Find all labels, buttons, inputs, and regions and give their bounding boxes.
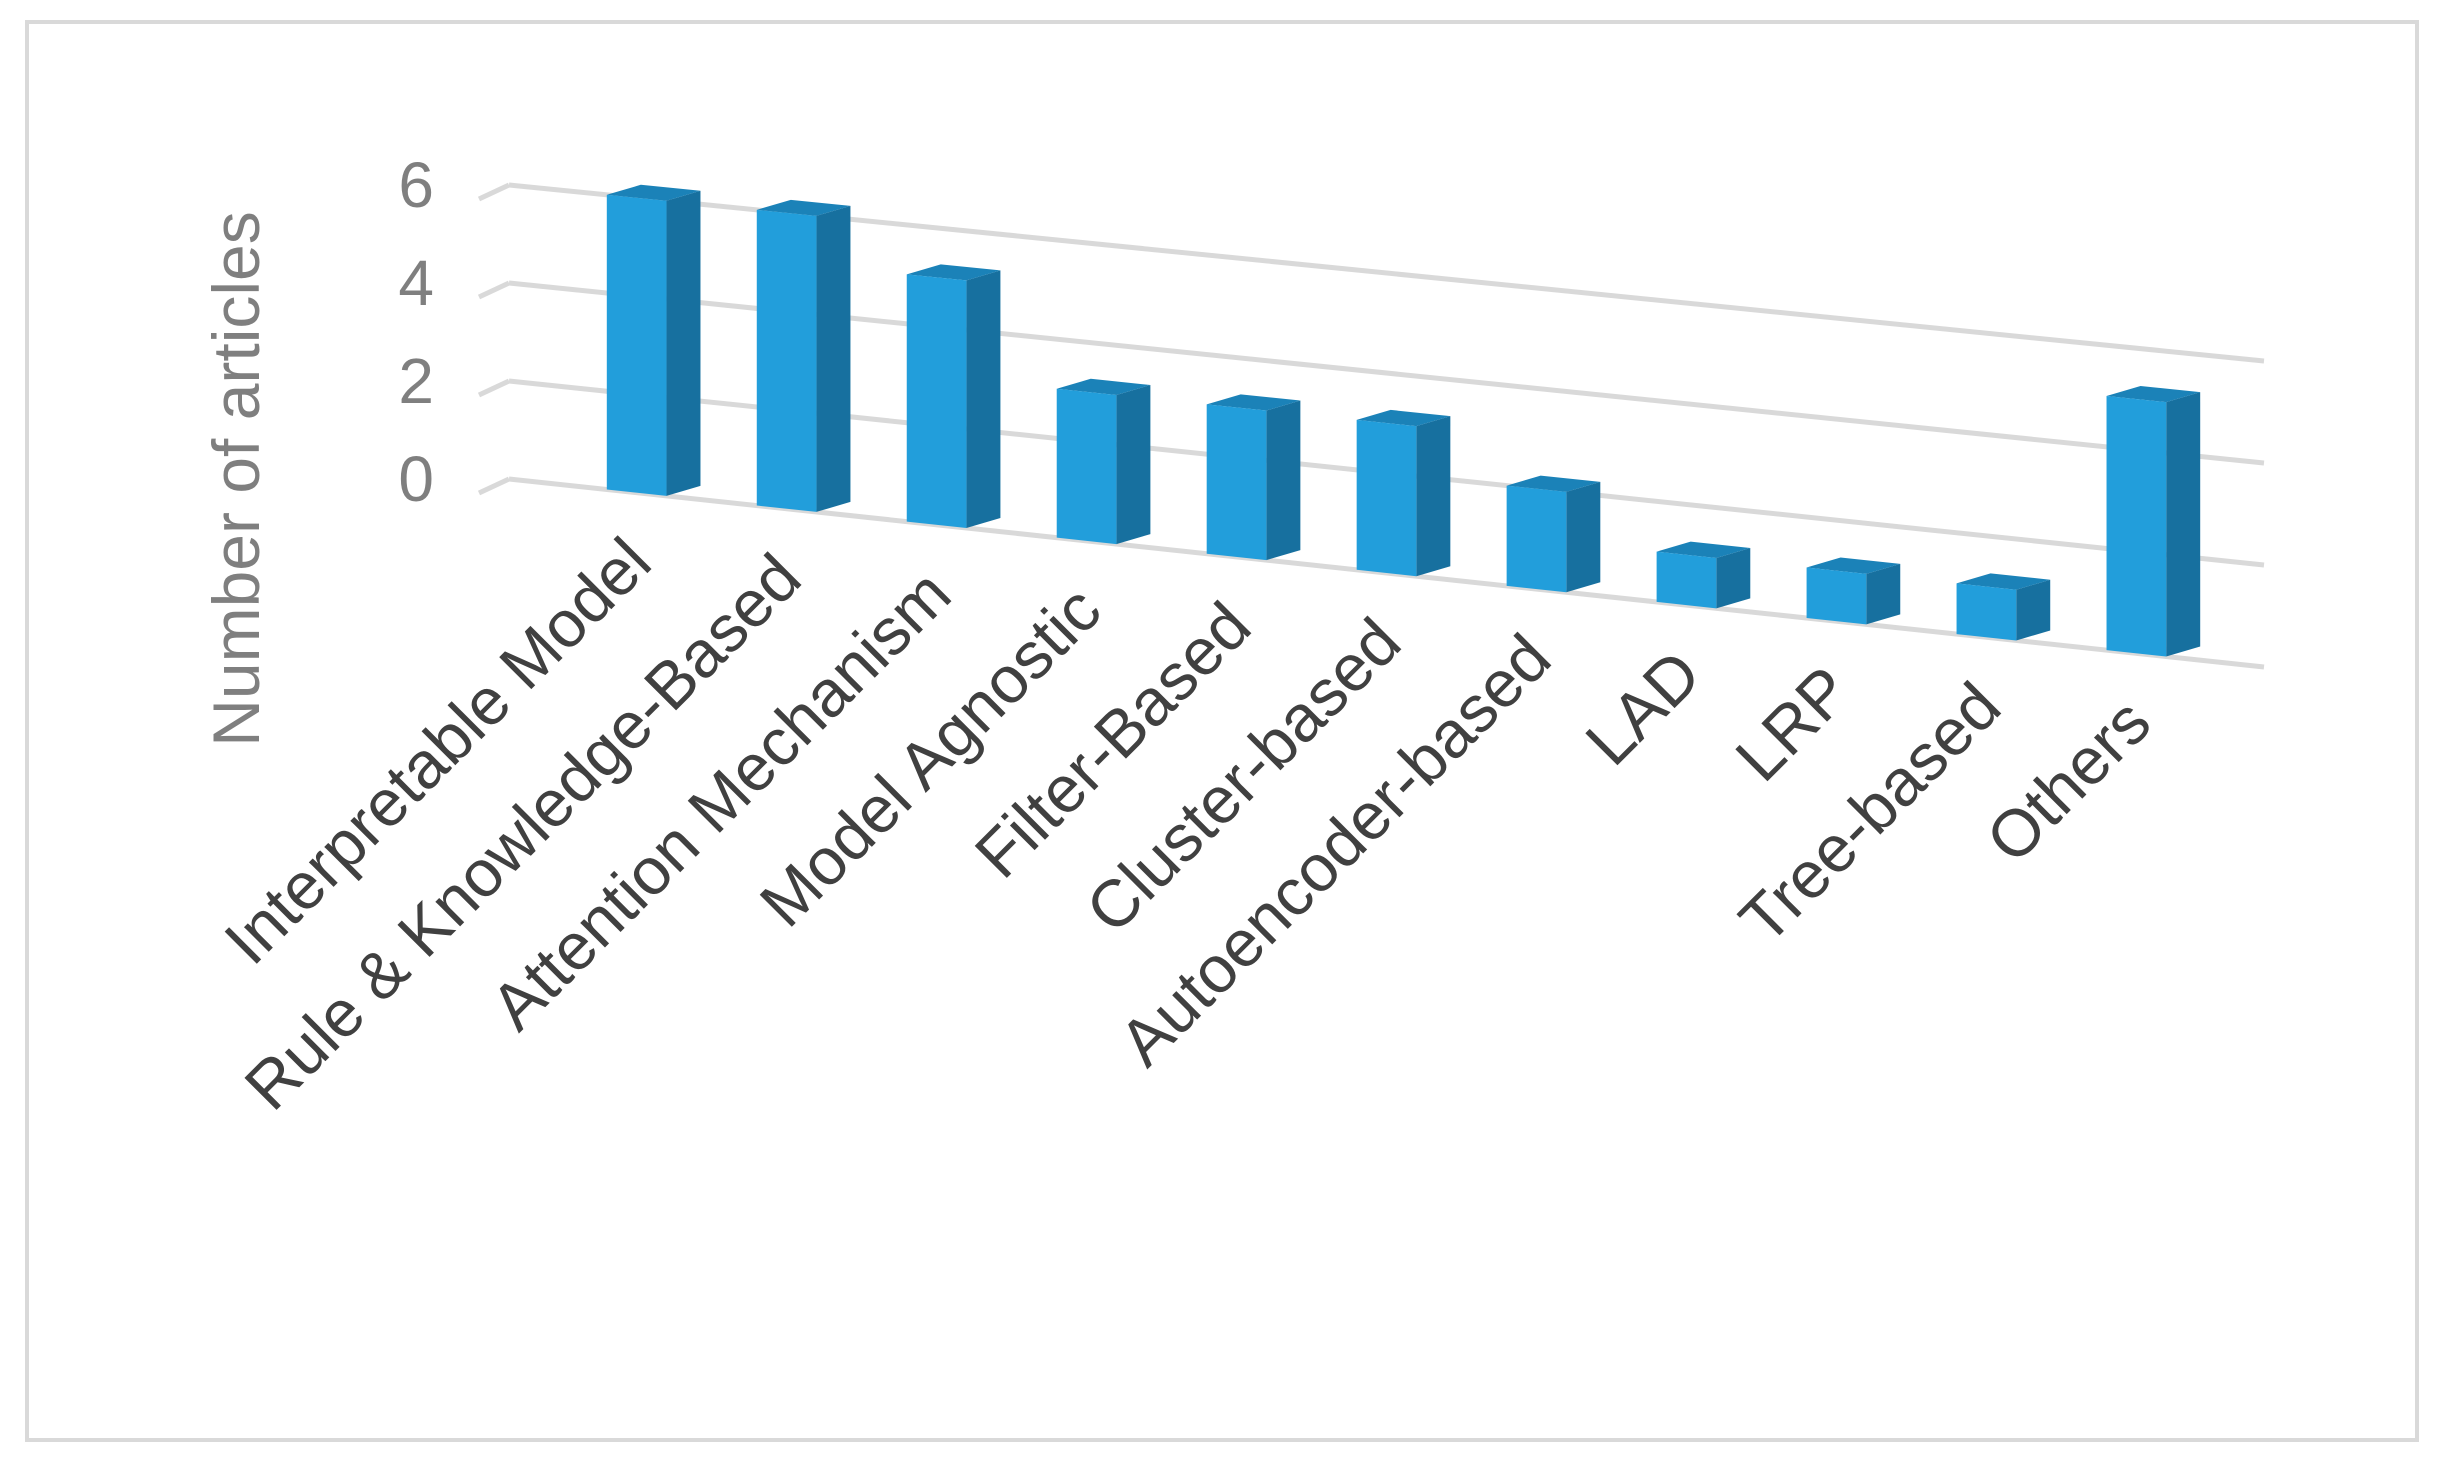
bar-side	[666, 190, 701, 496]
x-tick-label: LAD	[1571, 636, 1714, 779]
bar-side	[966, 270, 1001, 528]
y-tick-label: 4	[398, 247, 434, 319]
bar-side	[1116, 384, 1151, 545]
bar-top	[1656, 541, 1751, 558]
bar	[1506, 475, 1601, 593]
bar	[1056, 378, 1151, 545]
bar-front	[1206, 404, 1267, 561]
bar-top	[2106, 386, 2201, 403]
bar	[1656, 541, 1751, 609]
bar-front	[1956, 583, 2017, 641]
bar-front	[1356, 419, 1417, 577]
bar	[1206, 394, 1301, 561]
bar-side	[1266, 400, 1301, 561]
y-axis-label: Number of articles	[199, 211, 273, 747]
bar	[2106, 386, 2201, 657]
bar-side	[1866, 563, 1901, 625]
bar	[1356, 409, 1451, 577]
bar-top	[906, 264, 1001, 281]
bar-top	[1206, 394, 1301, 411]
bar	[756, 199, 851, 512]
bar-front	[1056, 388, 1117, 545]
bar-top	[1806, 557, 1901, 574]
gridline-tick	[477, 182, 511, 202]
bar	[1956, 573, 2051, 641]
bar-front	[1656, 551, 1717, 609]
bar-top	[1056, 378, 1151, 395]
gridline-tick	[477, 476, 511, 496]
y-tick-labels: 0 2 4 6	[398, 149, 434, 515]
y-tick-label: 6	[398, 149, 434, 221]
bar-front	[1806, 567, 1867, 625]
bars	[606, 184, 2201, 657]
bar-side	[1416, 416, 1451, 577]
bar-top	[1956, 573, 2051, 590]
bar-top	[756, 199, 851, 216]
bar-front	[2106, 396, 2167, 657]
bar-front	[1506, 485, 1567, 593]
bar-side	[816, 205, 851, 512]
bar-top	[1356, 409, 1451, 427]
bar-side	[2166, 392, 2201, 657]
bar-top	[1506, 475, 1601, 492]
bar-front	[756, 209, 817, 512]
bar-side	[1716, 547, 1751, 609]
y-tick-label: 0	[398, 443, 434, 515]
bar-side	[1566, 481, 1601, 593]
bar-side	[2016, 579, 2051, 641]
bar	[906, 264, 1001, 528]
bar-top	[606, 184, 701, 201]
bar-front	[906, 274, 967, 528]
bar	[606, 184, 701, 496]
gridline-tick	[477, 378, 511, 398]
y-tick-label: 2	[398, 345, 434, 417]
bar-front	[606, 194, 667, 496]
bar	[1806, 557, 1901, 625]
x-tick-label: LRP	[1721, 652, 1864, 795]
gridline-tick	[477, 280, 511, 300]
